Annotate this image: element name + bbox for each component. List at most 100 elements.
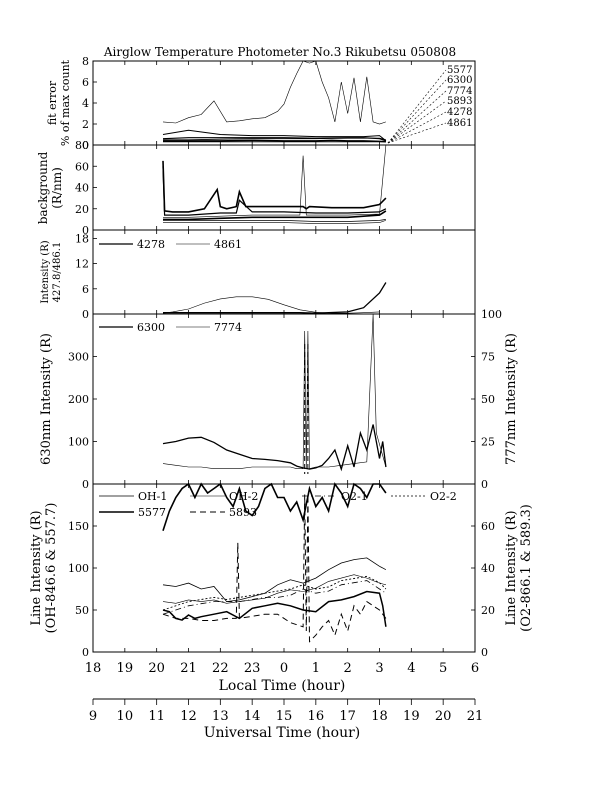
ut-tick-label: 18 [371,709,388,724]
legend-leader [387,90,447,144]
series-line-4861 [162,296,380,314]
x-tick-label: 5 [439,661,447,676]
y-tick-label: 40 [75,182,89,195]
series-line-7774 [162,60,386,125]
y-tick-label: 100 [68,436,89,449]
y-axis-label-line: 427.8/486.1 [52,242,63,303]
y2-tick-label: 20 [481,604,495,617]
y-axis-label-line: background [36,151,50,224]
series-line-7774 [162,313,387,470]
x-tick-label: 2 [344,661,352,676]
series-line-thick [162,482,387,532]
series-line-O2-1 [162,580,387,615]
legend-label-OH-1: OH-1 [138,490,167,503]
y-tick-label: 60 [75,160,89,173]
legend-leader [387,69,447,144]
x-tick-label: 22 [212,661,229,676]
series-line-5893 [162,494,387,643]
series-line-5577 [162,590,387,627]
legend-leader [387,122,447,144]
series-line [163,144,387,218]
legend-label-5577: 5577 [138,506,166,519]
legend-leader [387,100,447,144]
panel-frame-3 [92,313,476,485]
legend-leader [387,79,447,144]
x-tick-label: 1 [312,661,320,676]
legend-label-7774: 7774 [447,86,472,97]
y-tick-label: 200 [68,393,89,406]
chart-title: Airglow Temperature Photometer No.3 Riku… [103,45,456,59]
legend-label-4861: 4861 [214,238,242,251]
x-axis-label: Local Time (hour) [219,678,346,694]
series-line-6300 [162,424,387,472]
ut-tick-label: 13 [212,709,229,724]
y-tick-label: 0 [82,478,89,491]
ut-tick-label: 16 [308,709,325,724]
y-axis-label-line: Intensity (R) [40,240,51,303]
legend-label-O2-1: O2-1 [341,490,368,503]
ut-tick-label: 17 [339,709,356,724]
y-axis-label-line: Line Intensity (R) [29,510,44,625]
y2-tick-label: 60 [481,520,495,533]
y-tick-label: 300 [68,351,89,364]
y2-axis-label-line: 777nm Intensity (R) [504,333,519,465]
legend-label-4278: 4278 [447,107,472,118]
y-tick-label: 0 [82,646,89,659]
y-tick-label: 0 [82,139,89,152]
y2-tick-label: 40 [481,562,495,575]
x-tick-label: 20 [148,661,165,676]
y2-axis-label-line: Line Intensity (R) [504,510,519,625]
ut-tick-label: 19 [403,709,420,724]
series-line [162,166,387,216]
x-tick-label: 19 [117,661,134,676]
y-tick-label: 6 [82,76,89,89]
y2-tick-label: 75 [481,351,495,364]
y2-tick-label: 50 [481,393,495,406]
ut-tick-label: 15 [276,709,293,724]
y-tick-label: 20 [75,203,89,216]
legend-label-O2-2: O2-2 [430,490,457,503]
x-tick-label: 21 [180,661,197,676]
y2-axis-label: 777nm Intensity (R) [504,333,519,465]
y-axis-label: 630nm Intensity (R) [39,333,54,465]
y-tick-label: 4 [82,97,89,110]
y-axis-label-line: 630nm Intensity (R) [39,333,54,465]
legend-leader [387,111,447,144]
y2-tick-label: 0 [481,646,488,659]
legend-label-OH-2: OH-2 [229,490,258,503]
ut-tick-label: 11 [148,709,165,724]
y2-tick-label: 100 [481,308,502,321]
legend-label-4278: 4278 [137,238,165,251]
series-line-5577 [163,139,386,143]
x-tick-label: 23 [244,661,261,676]
x-tick-label: 4 [407,661,415,676]
x-tick-label: 3 [375,661,383,676]
legend-label-4861: 4861 [447,118,472,129]
y-axis-label: Line Intensity (R) (OH-846.6 & 557.7) [29,503,59,634]
y-tick-label: 150 [68,520,89,533]
y-axis-label-line: fit error [46,80,59,125]
y-tick-label: 18 [75,232,89,245]
x-tick-label: 0 [280,661,288,676]
series-line-6300 [162,129,387,142]
ut-tick-label: 14 [244,709,261,724]
y-tick-label: 80 [75,139,89,152]
ut-tick-label: 10 [117,709,134,724]
y-tick-label: 2 [82,118,89,131]
series-line-4861 [163,137,386,141]
legend-label-7774: 7774 [214,321,242,334]
legend-label-5893: 5893 [229,506,257,519]
y-tick-label: 8 [82,55,89,68]
legend-label-6300: 6300 [447,75,472,86]
series-line [163,210,387,221]
ut-tick-label: 21 [467,709,484,724]
y-axis-label-line: (OH-846.6 & 557.7) [44,503,59,634]
y-tick-label: 100 [68,562,89,575]
y-tick-label: 0 [82,308,89,321]
legend-label-5893: 5893 [447,96,472,107]
series-line-O2-2 [162,575,387,611]
y2-tick-label: 25 [481,436,495,449]
x-tick-label: 18 [85,661,102,676]
ut-axis-label: Universal Time (hour) [204,725,361,741]
